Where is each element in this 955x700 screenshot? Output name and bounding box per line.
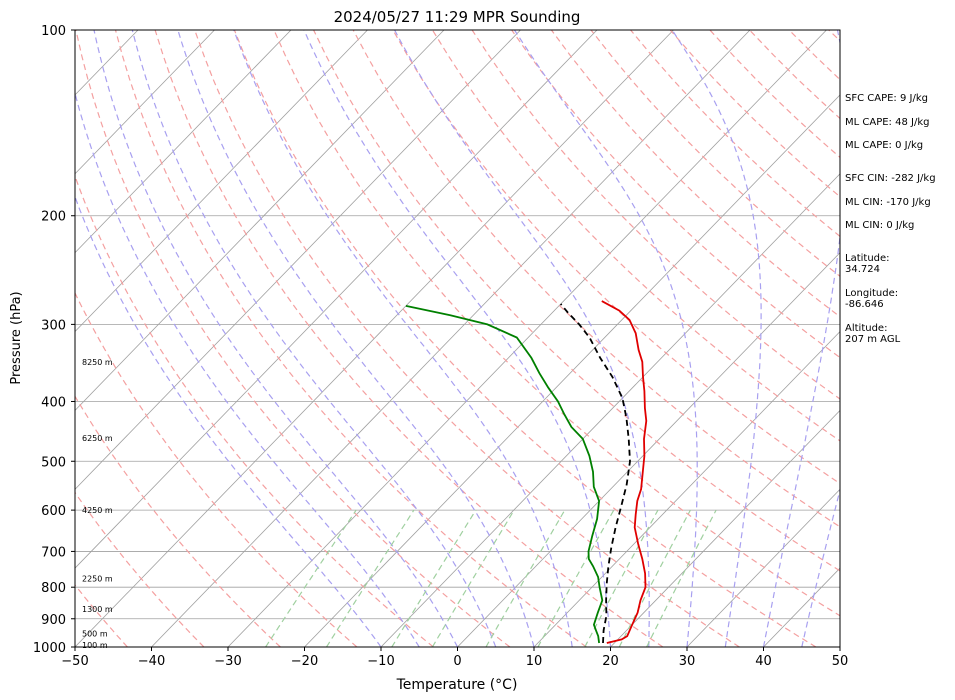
y-tick-label: 1000 [33,641,66,656]
mixing-ratio-line [265,509,357,647]
x-axis-label: Temperature (°C) [396,677,518,693]
isotherm-line [304,94,840,647]
y-tick-label: 100 [41,24,66,39]
dry-adiabat-line [550,30,840,318]
moist-adiabat-line [513,30,698,647]
isotherm-line [151,30,751,647]
x-axis-ticks: −50 −40 −30 −20 −10 0 10 20 30 40 50 [61,647,848,669]
x-tick-label: 20 [602,654,619,669]
background-reference-lines [75,30,840,647]
height-label: 500 m [82,629,108,638]
sounding-traces [405,300,648,644]
height-labels: 100 m 500 m 1300 m 2250 m 4250 m 6250 m 8250 m [82,358,113,650]
dry-adiabat-line [75,395,281,647]
ml-cin-text-1: ML CIN: -170 J/kg [845,197,931,208]
isotherm-line [686,488,840,647]
moist-adiabat-line [303,30,612,647]
latitude-text: Latitude: 34.724 [845,253,890,275]
x-tick-label: 30 [679,654,696,669]
y-tick-label: 800 [41,581,66,596]
dry-adiabat-line [154,30,664,647]
dry-adiabat-line [75,491,205,647]
moist-adiabat-line [75,195,382,647]
isotherm-line [533,330,840,647]
dry-adiabat-line [75,30,511,647]
x-tick-label: −40 [138,654,165,669]
mixing-ratio-line [431,509,515,647]
x-tick-label: −50 [61,654,88,669]
isotherm-line [75,30,292,254]
height-label: 1300 m [82,605,113,614]
dry-adiabat-line [114,30,587,647]
isotherm-line [75,30,674,647]
isotherm-line [75,30,215,175]
x-tick-label: −10 [367,654,394,669]
x-tick-label: 0 [453,654,461,669]
y-tick-label: 300 [41,318,66,333]
moist-adiabat-line [801,487,840,647]
x-tick-label: 40 [755,654,772,669]
parcel-trace [560,303,631,644]
dry-adiabat-line [194,30,740,647]
y-tick-label: 700 [41,545,66,560]
moist-adiabat-line [233,30,573,647]
sfc-cape-text: SFC CAPE: 9 J/kg [845,93,928,104]
moist-adiabat-line [177,30,535,647]
moist-adiabat-line [93,30,459,647]
mixing-ratio-line [584,509,659,647]
mixing-ratio-line [391,509,477,647]
ml-cin-text-2: ML CIN: 0 J/kg [845,220,915,231]
height-label: 2250 m [82,575,113,584]
longitude-text: Longitude: -86.646 [845,288,899,310]
isotherm-line [75,30,598,569]
y-axis-label: Pressure (hPa) [9,291,24,384]
moist-adiabat-line [671,30,762,647]
chart-title: 2024/05/27 11:29 MPR Sounding [334,8,581,26]
mixing-ratio-line [646,509,717,647]
x-tick-label: 50 [832,654,849,669]
temperature-trace [601,300,648,644]
isotherm-line [380,173,840,647]
dry-adiabat-line [511,30,840,359]
y-tick-label: 600 [41,504,66,519]
sfc-cin-text: SFC CIN: -282 J/kg [845,173,936,184]
x-tick-label: −30 [214,654,241,669]
dry-adiabat-line [75,291,358,647]
altitude-text: Altitude: 207 m AGL [845,323,901,345]
ml-cape-text-1: ML CAPE: 48 J/kg [845,117,930,128]
moist-adiabat-line [75,90,420,647]
isotherm-line [227,30,827,647]
moist-adiabat-line [394,30,650,647]
moist-adiabat-line [762,30,840,647]
dry-adiabat-line [590,30,840,278]
dry-adiabat-line [75,174,434,647]
x-tick-label: −20 [291,654,318,669]
height-label: 8250 m [82,358,113,367]
mixing-ratio-line [325,509,415,647]
isotherm-line [75,30,445,411]
dry-adiabat-line [233,30,817,647]
ml-cape-text-2: ML CAPE: 0 J/kg [845,140,924,151]
height-label: 100 m [82,641,108,650]
isotherm-line [610,409,840,647]
y-tick-label: 400 [41,395,66,410]
mixing-ratio-line [485,509,566,647]
dry-adiabat-line [273,30,840,617]
y-tick-label: 500 [41,455,66,470]
x-tick-label: 10 [526,654,543,669]
y-axis-ticks: 100 200 300 400 500 600 700 800 900 1000 [33,24,75,656]
dewpoint-trace [405,305,604,644]
y-tick-label: 200 [41,210,66,225]
height-label: 4250 m [82,506,113,515]
isotherm-line [75,30,521,490]
moist-adiabat-line [131,30,497,647]
isotherm-line [457,252,840,647]
mixing-ratio-line [537,509,615,647]
y-tick-label: 900 [41,613,66,628]
height-label: 6250 m [82,434,113,443]
isotherm-line [75,30,368,333]
mixing-ratio-line [618,509,691,647]
